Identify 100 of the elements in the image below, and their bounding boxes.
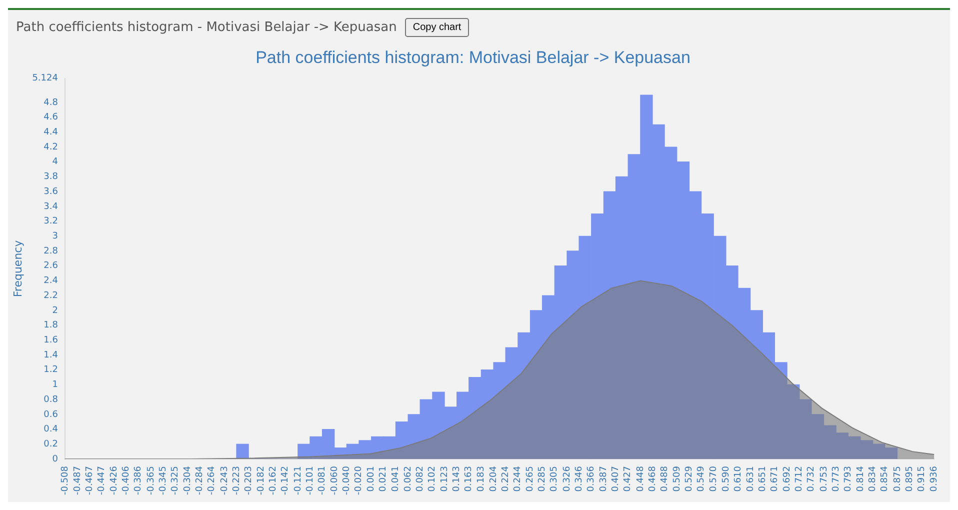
chart-title: Path coefficients histogram: Motivasi Belajar -> Kepuasan <box>256 48 690 67</box>
x-tick-label: 0.834 <box>868 466 878 492</box>
x-tick-label: 0.123 <box>440 466 450 492</box>
x-tick-label: 0.326 <box>562 466 572 492</box>
x-tick-label: 0.590 <box>721 466 732 492</box>
x-tick-label: 0.854 <box>880 466 890 492</box>
x-tick-label: 0.895 <box>904 466 915 492</box>
y-tick-label: 0.2 <box>44 439 58 450</box>
x-tick-label: 0.549 <box>696 466 707 492</box>
x-tick-label: -0.243 <box>220 466 230 496</box>
y-tick-label: 1.2 <box>44 365 58 376</box>
x-tick-label: 0.366 <box>586 466 596 492</box>
y-tick-label: 2.4 <box>44 276 58 286</box>
y-tick-label: 0 <box>52 454 58 464</box>
y-tick-label: 3 <box>52 232 58 242</box>
x-tick-label: 0.204 <box>488 466 499 492</box>
x-tick-label: -0.264 <box>207 466 218 496</box>
x-tick-label: 0.183 <box>476 466 486 492</box>
x-tick-label: 0.814 <box>856 466 866 492</box>
y-tick-label: 2 <box>52 306 58 316</box>
x-tick-label: 0.082 <box>415 466 426 492</box>
x-tick-label: 0.143 <box>452 466 462 492</box>
x-tick-label: -0.304 <box>183 466 194 496</box>
x-tick-label: -0.447 <box>97 466 108 496</box>
x-tick-label: -0.101 <box>305 466 316 496</box>
y-tick-label: 1.8 <box>44 320 58 331</box>
x-tick-label: 0.346 <box>574 466 584 492</box>
x-tick-label: 0.651 <box>758 466 768 492</box>
y-axis-title: Frequency <box>11 240 24 298</box>
y-tick-label: 4.2 <box>44 142 58 152</box>
y-tick-label: 5.124 <box>32 74 58 84</box>
x-tick-label: 0.570 <box>709 466 720 492</box>
x-tick-label: 0.062 <box>403 466 414 492</box>
x-tick-label: -0.060 <box>330 466 340 496</box>
x-tick-label: 0.773 <box>831 466 842 492</box>
x-tick-label: 0.285 <box>538 466 548 492</box>
x-tick-label: 0.021 <box>378 466 389 492</box>
x-tick-label: 0.509 <box>672 466 683 492</box>
y-tick-label: 2.6 <box>44 261 58 272</box>
x-tick-label: -0.223 <box>232 466 242 496</box>
x-tick-label: 0.305 <box>550 466 560 492</box>
y-tick-label: 0.4 <box>44 424 58 435</box>
x-tick-label: 0.610 <box>733 466 744 492</box>
x-tick-label: 0.529 <box>684 466 695 492</box>
y-tick-label: 2.8 <box>44 246 58 256</box>
x-tick-label: -0.162 <box>268 466 279 496</box>
x-tick-label: -0.284 <box>195 466 206 496</box>
x-tick-label: 0.387 <box>599 466 610 492</box>
x-tick-label: -0.386 <box>134 466 144 496</box>
y-tick-label: 1.6 <box>44 335 58 346</box>
y-tick-label: 1 <box>52 380 58 390</box>
y-tick-label: 0.6 <box>44 410 58 420</box>
y-tick-label: 1.4 <box>44 350 58 360</box>
x-tick-label: 0.753 <box>819 466 830 492</box>
x-tick-label: -0.365 <box>146 466 156 496</box>
y-tick-label: 0.8 <box>44 394 58 405</box>
x-tick-label: 0.448 <box>636 466 646 492</box>
x-tick-label: 0.712 <box>794 466 805 492</box>
x-tick-label: 0.671 <box>770 466 780 492</box>
x-tick-label: 0.163 <box>464 466 474 492</box>
x-tick-label: 0.488 <box>660 466 670 492</box>
x-tick-label: 0.915 <box>916 466 927 492</box>
x-tick-label: 0.041 <box>390 466 401 492</box>
x-tick-label: -0.020 <box>354 466 364 496</box>
x-tick-label: -0.142 <box>280 466 291 496</box>
x-tick-label: 0.244 <box>512 466 523 492</box>
x-tick-label: 0.427 <box>623 466 634 492</box>
x-tick-label: -0.182 <box>256 466 267 496</box>
x-tick-label: -0.325 <box>170 466 180 496</box>
x-tick-label: -0.040 <box>342 466 352 496</box>
x-tick-label: 0.631 <box>746 466 756 492</box>
y-tick-label: 2.2 <box>44 290 58 301</box>
x-tick-label: -0.345 <box>158 466 168 496</box>
y-tick-label: 4.6 <box>44 112 58 123</box>
x-tick-label: -0.203 <box>244 466 254 496</box>
x-tick-label: 0.468 <box>648 466 658 492</box>
x-tick-label: -0.081 <box>317 466 328 496</box>
x-tick-label: -0.406 <box>122 466 132 496</box>
text: Path coefficients histogram - Motivasi Belajar -> Kepuasan <box>16 20 397 34</box>
x-tick-label: 0.793 <box>843 466 854 492</box>
x-tick-label: 0.224 <box>500 466 511 492</box>
x-tick-label: 0.265 <box>526 466 536 492</box>
x-tick-label: -0.121 <box>293 466 304 496</box>
x-tick-label: 0.875 <box>892 466 903 492</box>
y-tick-label: 4 <box>52 157 58 168</box>
y-tick-label: 4.4 <box>44 128 58 138</box>
x-tick-label: 0.732 <box>806 466 817 492</box>
y-tick-label: 3.2 <box>44 216 58 227</box>
x-tick-label: 0.102 <box>428 466 438 492</box>
x-tick-label: 0.001 <box>366 466 377 492</box>
x-tick-label: -0.426 <box>110 466 120 496</box>
y-tick-label: 4.8 <box>44 98 58 108</box>
y-tick-label: 3.8 <box>44 172 58 182</box>
x-tick-label: -0.487 <box>72 466 83 496</box>
y-tick-label: 3.4 <box>44 202 58 212</box>
x-tick-label: 0.692 <box>782 466 793 492</box>
x-tick-label: 0.407 <box>611 466 622 492</box>
x-tick-label: 0.936 <box>930 466 940 492</box>
y-tick-label: 3.6 <box>44 186 58 197</box>
x-tick-label: -0.467 <box>84 466 95 496</box>
